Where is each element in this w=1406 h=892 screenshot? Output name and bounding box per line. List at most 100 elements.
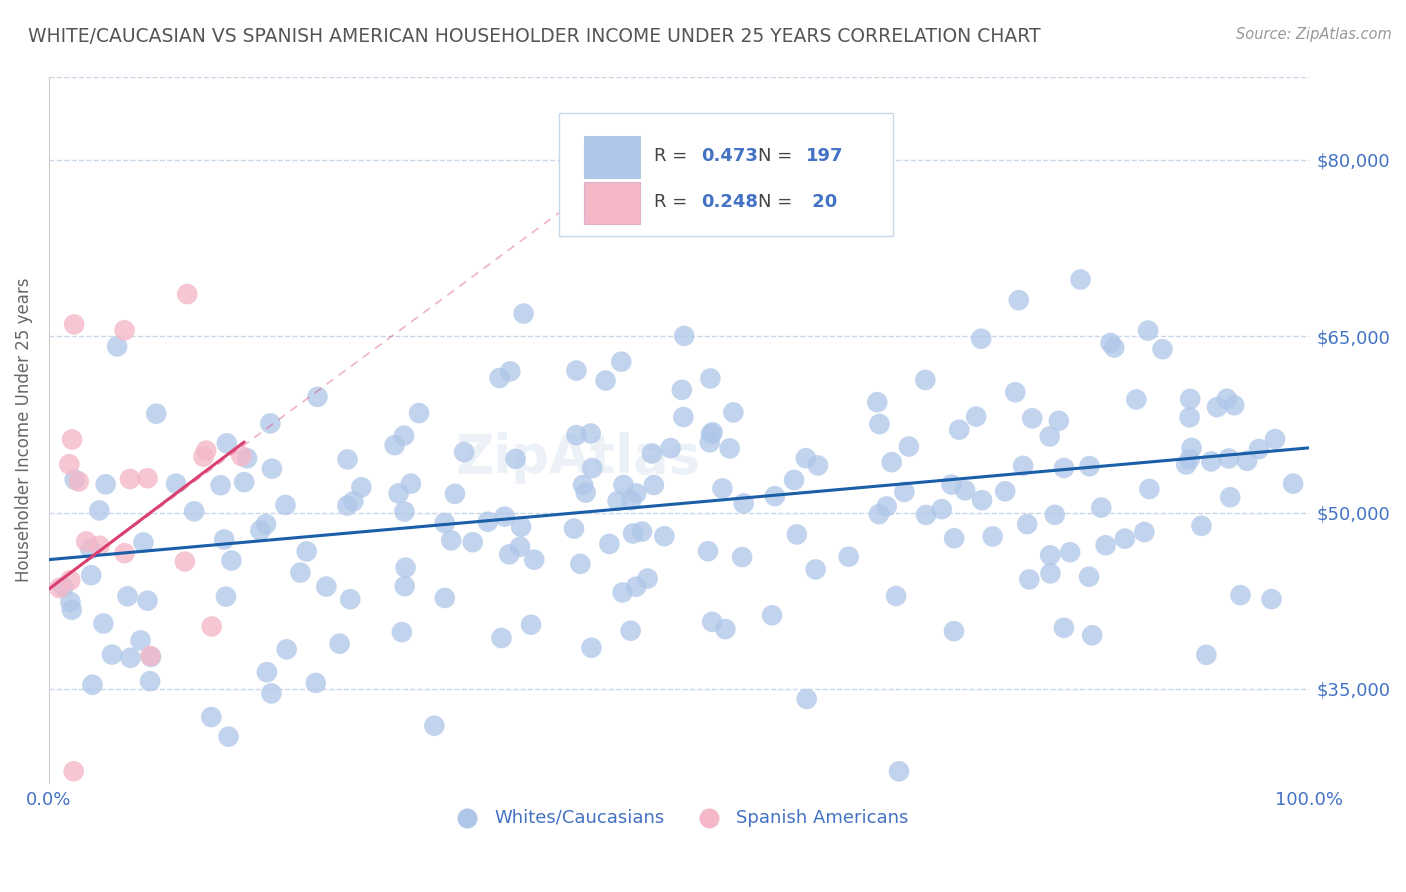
Point <box>884 589 907 603</box>
Point <box>970 493 993 508</box>
Point <box>231 449 253 463</box>
Text: R =: R = <box>654 194 693 211</box>
Point <box>477 515 499 529</box>
Point <box>93 616 115 631</box>
Point <box>523 552 546 566</box>
Point <box>981 529 1004 543</box>
Point <box>336 499 359 513</box>
Point <box>1094 538 1116 552</box>
Point <box>62 764 84 779</box>
Point <box>1282 476 1305 491</box>
Point <box>606 494 628 508</box>
Point <box>58 457 80 471</box>
Point <box>866 395 889 409</box>
Point <box>796 692 818 706</box>
Point <box>612 478 634 492</box>
Point <box>1175 458 1198 472</box>
Point <box>512 307 534 321</box>
Point <box>510 520 533 534</box>
Point <box>1191 518 1213 533</box>
Text: N =: N = <box>758 194 799 211</box>
Point <box>763 489 786 503</box>
Point <box>1018 573 1040 587</box>
Text: N =: N = <box>758 147 799 166</box>
Point <box>699 371 721 385</box>
Point <box>394 560 416 574</box>
Point <box>1099 335 1122 350</box>
Point <box>702 615 724 629</box>
Point <box>569 557 592 571</box>
Point <box>505 451 527 466</box>
Point <box>350 480 373 494</box>
Point <box>868 417 890 431</box>
Point <box>60 433 83 447</box>
FancyBboxPatch shape <box>560 112 893 236</box>
Point <box>624 580 647 594</box>
Point <box>139 649 162 664</box>
Point <box>399 476 422 491</box>
Point <box>581 640 603 655</box>
Point <box>1201 454 1223 468</box>
Point <box>953 483 976 498</box>
Point <box>509 540 531 554</box>
Point <box>75 534 97 549</box>
Point <box>1081 628 1104 642</box>
Point <box>488 371 510 385</box>
Point <box>575 485 598 500</box>
Point <box>807 458 830 473</box>
Point <box>1178 452 1201 467</box>
Text: WHITE/CAUCASIAN VS SPANISH AMERICAN HOUSEHOLDER INCOME UNDER 25 YEARS CORRELATIO: WHITE/CAUCASIAN VS SPANISH AMERICAN HOUS… <box>28 27 1040 45</box>
Point <box>392 428 415 442</box>
Point <box>260 686 283 700</box>
Point <box>52 580 75 594</box>
Y-axis label: Householder Income Under 25 years: Householder Income Under 25 years <box>15 278 32 582</box>
Point <box>132 535 155 549</box>
Point <box>254 517 277 532</box>
Point <box>114 323 136 337</box>
Point <box>394 505 416 519</box>
Point <box>165 476 187 491</box>
Point <box>595 374 617 388</box>
Point <box>315 580 337 594</box>
Point <box>1021 411 1043 425</box>
Text: R =: R = <box>654 147 693 166</box>
Point <box>339 592 361 607</box>
Point <box>1260 592 1282 607</box>
Point <box>215 590 238 604</box>
Point <box>59 574 82 588</box>
Point <box>118 472 141 486</box>
Point <box>733 496 755 510</box>
Point <box>1206 400 1229 414</box>
Point <box>1223 398 1246 412</box>
Point <box>948 423 970 437</box>
Point <box>1078 459 1101 474</box>
Point <box>641 446 664 460</box>
Point <box>491 631 513 645</box>
Point <box>433 591 456 605</box>
Point <box>67 475 90 489</box>
Point <box>731 550 754 565</box>
Point <box>260 461 283 475</box>
Point <box>1039 566 1062 581</box>
Point <box>714 622 737 636</box>
Point <box>643 478 665 492</box>
Point <box>1264 432 1286 446</box>
Point <box>82 678 104 692</box>
Point <box>620 624 643 638</box>
Point <box>887 764 910 779</box>
Point <box>1216 392 1239 406</box>
Point <box>672 410 695 425</box>
Point <box>394 579 416 593</box>
Point <box>145 407 167 421</box>
Point <box>572 478 595 492</box>
Point <box>520 617 543 632</box>
Point <box>79 542 101 557</box>
Point <box>305 676 328 690</box>
Text: ZipAtlas: ZipAtlas <box>456 433 700 484</box>
Point <box>1039 549 1062 563</box>
Point <box>249 524 271 538</box>
Point <box>1133 524 1156 539</box>
Point <box>136 593 159 607</box>
Point <box>215 436 238 450</box>
Point <box>1229 588 1251 602</box>
